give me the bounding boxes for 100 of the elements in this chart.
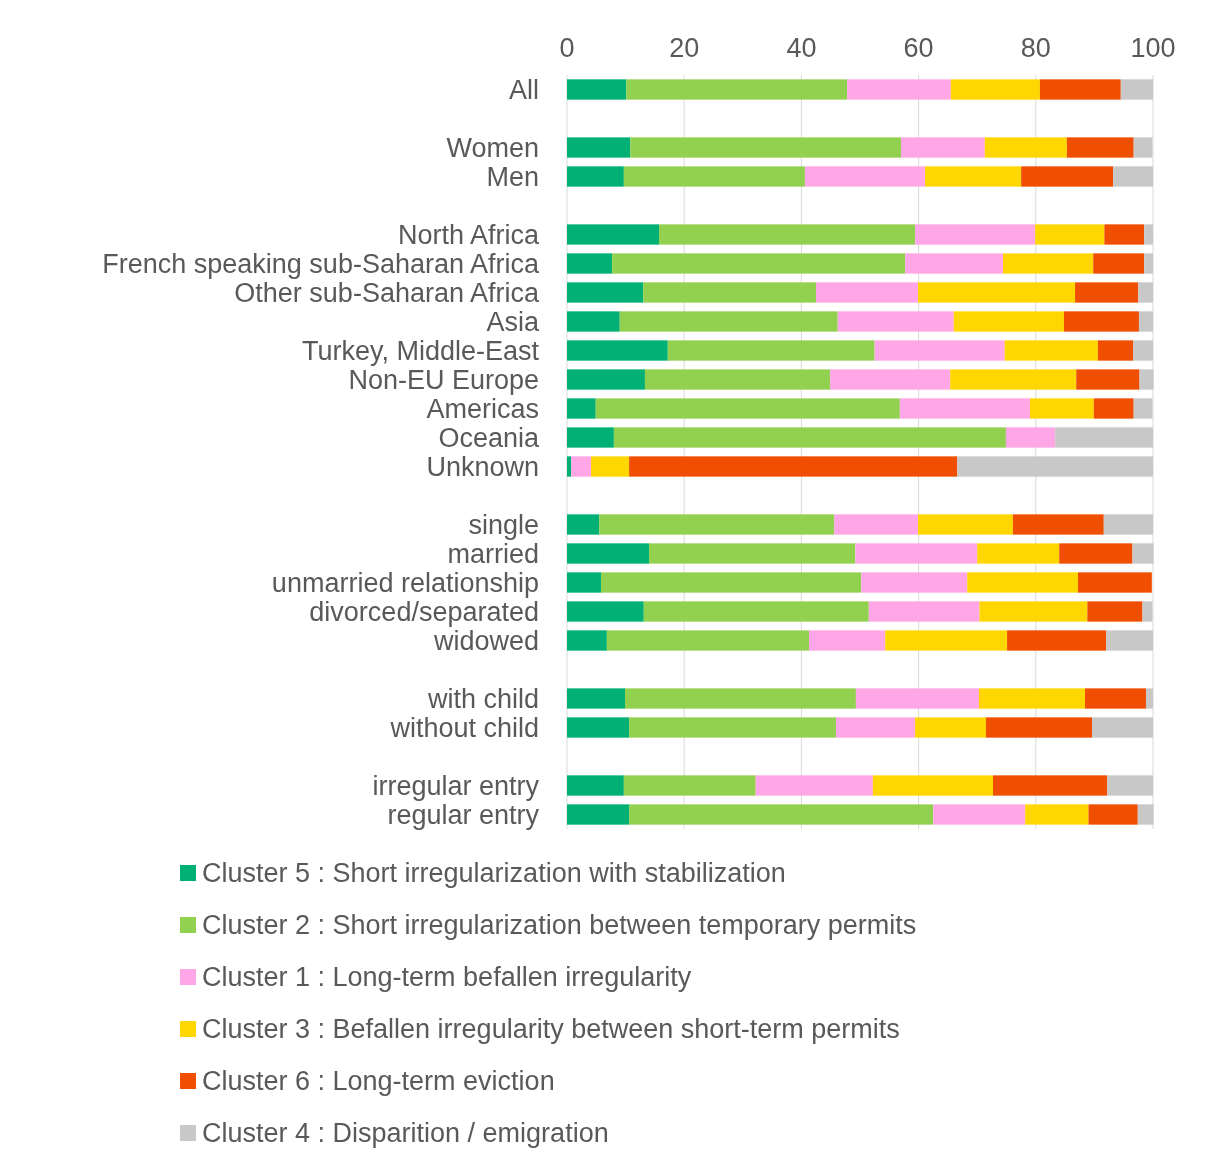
y-tick-label: French speaking sub-Saharan Africa	[102, 248, 540, 279]
bar	[567, 137, 631, 158]
bar	[830, 369, 951, 390]
bar	[816, 282, 919, 303]
bar	[1093, 398, 1134, 419]
bar	[950, 79, 1040, 100]
bar	[630, 137, 902, 158]
y-tick-label: Women	[446, 132, 539, 163]
bar	[755, 775, 873, 796]
bar	[1077, 572, 1152, 593]
bar	[977, 543, 1060, 564]
bar	[1066, 137, 1134, 158]
bar	[599, 514, 835, 535]
y-tick-label: Turkey, Middle-East	[301, 335, 540, 366]
bar	[567, 79, 627, 100]
bar	[1133, 398, 1153, 419]
bar	[1133, 137, 1153, 158]
bar	[1139, 369, 1154, 390]
bar	[985, 717, 1093, 738]
bar	[1145, 688, 1153, 709]
bar	[855, 688, 979, 709]
bar	[623, 775, 756, 796]
x-tick-label: 80	[1020, 33, 1051, 63]
legend-label: Cluster 2 : Short irregularization between temporary permits	[202, 910, 917, 941]
bar	[1039, 79, 1121, 100]
x-tick-label: 20	[669, 33, 700, 63]
bar	[612, 253, 906, 274]
bar	[1144, 253, 1153, 274]
bar	[567, 688, 626, 709]
y-tick-label: Asia	[486, 306, 540, 337]
bar	[613, 427, 1006, 448]
bar	[1138, 282, 1153, 303]
bar	[600, 572, 862, 593]
bar	[1035, 224, 1105, 245]
bar	[855, 543, 978, 564]
bar	[1120, 79, 1153, 100]
x-tick-label: 40	[786, 33, 817, 63]
bar	[950, 369, 1077, 390]
bar	[872, 775, 994, 796]
bar	[1012, 514, 1104, 535]
bar	[901, 137, 985, 158]
bar	[567, 717, 630, 738]
bar	[567, 601, 644, 622]
bar	[567, 775, 624, 796]
bar	[967, 572, 1078, 593]
bar	[874, 340, 1005, 361]
bar	[1087, 601, 1143, 622]
bar	[1132, 543, 1154, 564]
bar	[659, 224, 916, 245]
bar	[1055, 427, 1153, 448]
bar	[915, 717, 986, 738]
bar	[1113, 166, 1153, 187]
y-tick-label: without child	[389, 712, 539, 743]
bar	[809, 630, 886, 651]
bar	[567, 253, 613, 274]
bar	[567, 456, 572, 477]
bar	[1144, 224, 1153, 245]
bar	[1005, 427, 1056, 448]
bar	[629, 804, 934, 825]
bar	[571, 456, 592, 477]
bar	[567, 543, 650, 564]
bar	[1104, 224, 1145, 245]
bar	[567, 369, 645, 390]
bar	[1002, 253, 1094, 274]
y-tick-label: Men	[486, 161, 539, 192]
bar	[918, 282, 1076, 303]
bar	[834, 514, 919, 535]
legend-label: Cluster 1 : Long-term befallen irregularity	[202, 962, 692, 993]
bar	[567, 166, 624, 187]
bar	[1092, 717, 1153, 738]
bar	[868, 601, 980, 622]
bar	[644, 369, 831, 390]
bar	[567, 340, 668, 361]
bar	[649, 543, 856, 564]
bar	[567, 427, 614, 448]
bar	[567, 514, 600, 535]
bar	[629, 456, 958, 477]
y-tick-label: single	[468, 509, 539, 540]
bar	[925, 166, 1022, 187]
legend-label: Cluster 5 : Short irregularization with stabilization	[202, 858, 786, 889]
bar	[1107, 775, 1153, 796]
bar	[667, 340, 875, 361]
y-tick-label: North Africa	[397, 219, 540, 250]
bar	[953, 311, 1064, 332]
bar	[1063, 311, 1139, 332]
bar	[918, 514, 1013, 535]
bar	[625, 688, 856, 709]
bar	[1004, 340, 1098, 361]
x-tick-label: 100	[1130, 33, 1176, 63]
legend-label: Cluster 3 : Befallen irregularity between short-term permits	[202, 1014, 900, 1045]
bar	[1025, 804, 1089, 825]
bar	[629, 717, 836, 738]
y-tick-label: All	[508, 74, 539, 105]
bar	[861, 572, 968, 593]
bar	[1088, 804, 1138, 825]
legend-label: Cluster 4 : Disparition / emigration	[202, 1118, 609, 1149]
bar	[1103, 514, 1153, 535]
bar	[626, 79, 848, 100]
bar	[1106, 630, 1153, 651]
bar	[567, 311, 620, 332]
